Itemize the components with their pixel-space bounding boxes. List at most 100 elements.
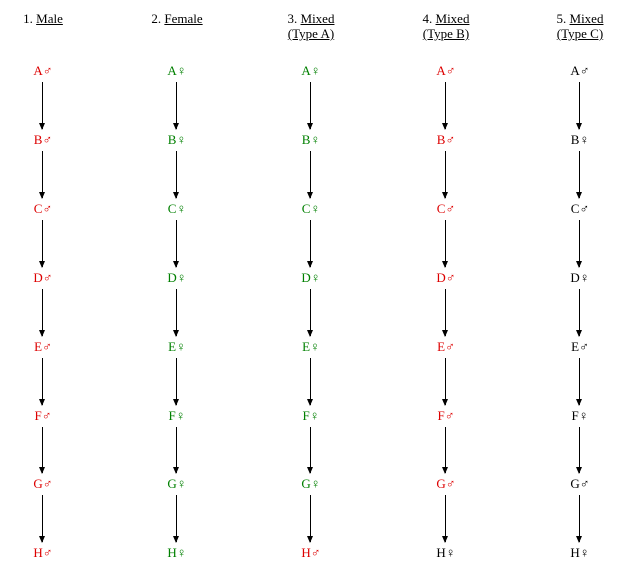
descent-arrow <box>39 358 45 406</box>
arrowhead-icon <box>307 261 313 268</box>
generation-node: H♀ <box>436 545 456 560</box>
column-1: 1. Male A♂ B♂ C♂ D♂ E♂ F♂ G♂ H♂ <box>0 0 105 572</box>
generation-node: A♂ <box>436 63 456 78</box>
arrowhead-icon <box>576 192 582 199</box>
descent-arrow <box>307 82 313 130</box>
arrowhead-icon <box>442 330 448 337</box>
column-header: 1. Male <box>0 11 105 26</box>
generation-node: B♀ <box>570 132 590 147</box>
descent-arrow <box>442 495 448 543</box>
generation-node: F♂ <box>34 408 52 423</box>
column-title: Female <box>164 11 203 26</box>
arrowhead-icon <box>307 192 313 199</box>
arrowhead-icon <box>442 123 448 130</box>
descent-arrow <box>442 289 448 337</box>
generation-node: H♂ <box>33 545 53 560</box>
column-subtitle: (Type C) <box>556 26 604 41</box>
generation-node: D♀ <box>167 270 187 285</box>
descent-arrow <box>576 289 582 337</box>
column-number: 4. <box>422 11 433 26</box>
arrowhead-icon <box>39 467 45 474</box>
generation-node: D♂ <box>436 270 456 285</box>
column-number: 2. <box>151 11 162 26</box>
generation-node: D♀ <box>301 270 321 285</box>
descent-arrow <box>173 289 179 337</box>
descent-arrow <box>576 495 582 543</box>
generation-node: E♂ <box>571 339 589 354</box>
arrowhead-icon <box>576 536 582 543</box>
generation-node: A♀ <box>167 63 187 78</box>
column-header: 5. Mixed (Type C) <box>518 11 623 41</box>
arrowhead-icon <box>39 123 45 130</box>
descent-arrow <box>576 82 582 130</box>
arrowhead-icon <box>442 261 448 268</box>
descent-arrow <box>442 151 448 199</box>
column-title: Mixed <box>300 11 335 26</box>
arrowhead-icon <box>307 399 313 406</box>
generation-node: B♀ <box>301 132 321 147</box>
column-title: Mixed <box>435 11 470 26</box>
descent-arrow <box>39 82 45 130</box>
arrowhead-icon <box>307 330 313 337</box>
descent-arrow <box>307 427 313 474</box>
generation-node: E♂ <box>34 339 52 354</box>
column-subtitle: (Type A) <box>287 26 335 41</box>
generation-node: G♂ <box>436 476 456 491</box>
arrowhead-icon <box>173 123 179 130</box>
generation-node: G♂ <box>33 476 53 491</box>
arrowhead-icon <box>576 261 582 268</box>
generation-node: G♀ <box>167 476 187 491</box>
generation-node: G♂ <box>570 476 590 491</box>
arrowhead-icon <box>39 330 45 337</box>
descent-arrow <box>307 289 313 337</box>
arrowhead-icon <box>576 330 582 337</box>
arrowhead-icon <box>442 536 448 543</box>
descent-arrow <box>442 82 448 130</box>
descent-arrow <box>173 427 179 474</box>
column-header: 2. Female <box>115 11 239 26</box>
arrowhead-icon <box>576 399 582 406</box>
descent-arrow <box>173 82 179 130</box>
column-2: 2. Female A♀ B♀ C♀ D♀ E♀ F♀ G♀ H♀ <box>115 0 239 572</box>
column-number: 5. <box>556 11 567 26</box>
descent-arrow <box>39 289 45 337</box>
descent-arrow <box>307 358 313 406</box>
generation-node: B♂ <box>33 132 53 147</box>
descent-arrow <box>576 358 582 406</box>
generation-node: D♂ <box>33 270 53 285</box>
generation-node: H♀ <box>570 545 590 560</box>
arrowhead-icon <box>442 192 448 199</box>
descent-arrow <box>39 220 45 268</box>
descent-arrow <box>173 220 179 268</box>
generation-node: F♀ <box>302 408 320 423</box>
generation-node: F♀ <box>168 408 186 423</box>
column-3: 3. Mixed (Type A) A♀ B♀ C♀ D♀ E♀ F♀ G♀ H♂ <box>249 0 373 572</box>
arrowhead-icon <box>39 399 45 406</box>
arrowhead-icon <box>39 192 45 199</box>
generation-node: E♂ <box>437 339 455 354</box>
column-number: 3. <box>287 11 298 26</box>
generation-node: E♀ <box>302 339 320 354</box>
descent-arrow <box>39 427 45 474</box>
arrowhead-icon <box>173 261 179 268</box>
descent-arrow <box>576 220 582 268</box>
arrowhead-icon <box>173 399 179 406</box>
descent-arrow <box>39 151 45 199</box>
descent-arrow <box>576 427 582 474</box>
arrowhead-icon <box>173 536 179 543</box>
generation-node: C♀ <box>167 201 187 216</box>
descent-arrow <box>173 495 179 543</box>
column-header: 3. Mixed (Type A) <box>249 11 373 41</box>
generation-node: D♀ <box>570 270 590 285</box>
generation-node: B♀ <box>167 132 187 147</box>
descent-arrow <box>307 151 313 199</box>
generation-node: C♂ <box>33 201 53 216</box>
generation-node: E♀ <box>168 339 186 354</box>
arrowhead-icon <box>307 123 313 130</box>
arrowhead-icon <box>173 467 179 474</box>
generation-node: G♀ <box>301 476 321 491</box>
generation-node: B♂ <box>436 132 456 147</box>
column-title: Mixed <box>569 11 604 26</box>
descent-arrow <box>442 358 448 406</box>
